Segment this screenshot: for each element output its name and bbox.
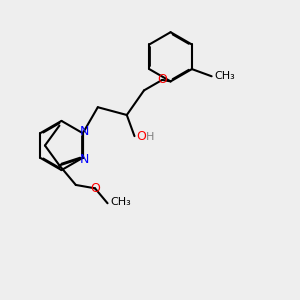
- Text: CH₃: CH₃: [110, 197, 131, 207]
- Text: O: O: [157, 74, 167, 86]
- Text: O: O: [136, 130, 146, 142]
- Text: O: O: [90, 182, 100, 195]
- Text: CH₃: CH₃: [214, 71, 236, 81]
- Text: N: N: [80, 125, 90, 138]
- Text: N: N: [80, 153, 90, 166]
- Text: H: H: [146, 132, 154, 142]
